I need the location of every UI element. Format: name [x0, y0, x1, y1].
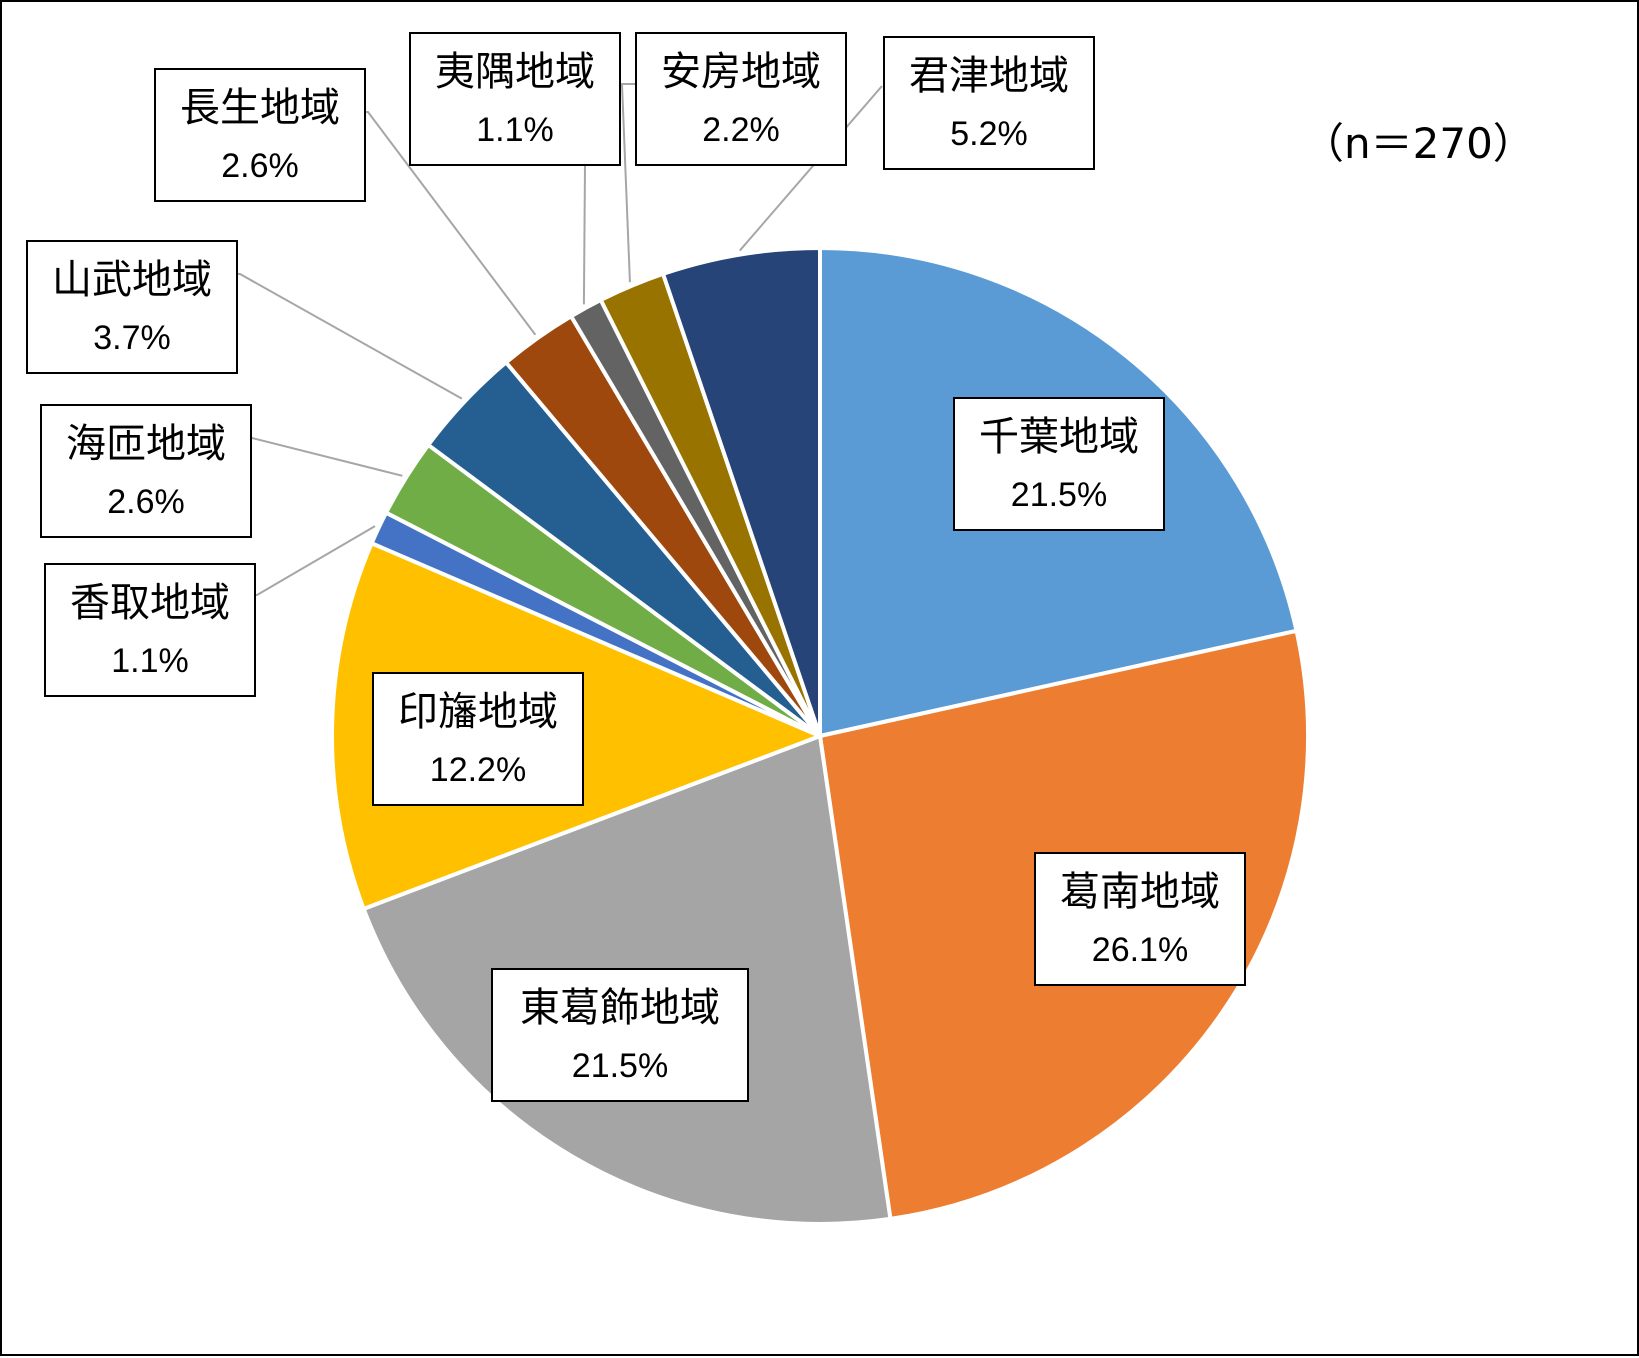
slice-label: 安房地域 2.2%	[635, 32, 847, 166]
slice-label-box	[1034, 852, 1246, 986]
slice-name-label: 千葉地域	[979, 414, 1139, 460]
slice-name-label: 東葛飾地域	[520, 985, 720, 1031]
slice-value-label: 5.2%	[950, 115, 1028, 153]
slice-name-label: 夷隅地域	[435, 49, 595, 95]
slice-value-label: 2.6%	[221, 147, 299, 185]
slice-value-label: 2.6%	[107, 483, 185, 521]
slice-label-box	[635, 32, 847, 166]
slice-label: 葛南地域 26.1%	[1034, 852, 1246, 986]
slice-label: 長生地域 2.6%	[154, 68, 366, 202]
slice-label-box	[26, 240, 238, 374]
slice-label: 山武地域 3.7%	[26, 240, 238, 374]
slice-label-box	[154, 68, 366, 202]
slice-label-box	[372, 672, 584, 806]
slice-name-label: 長生地域	[180, 85, 340, 131]
slice-label: 香取地域 1.1%	[44, 563, 256, 697]
slice-label: 印旛地域 12.2%	[372, 672, 584, 806]
slice-value-label: 2.2%	[702, 111, 780, 149]
slice-label-box	[409, 32, 621, 166]
slice-value-label: 21.5%	[1011, 476, 1107, 514]
slice-value-label: 1.1%	[111, 642, 189, 680]
slice-name-label: 海匝地域	[66, 421, 226, 467]
slice-labels: 千葉地域 21.5% 葛南地域 26.1% 東葛飾地域 21.5% 印旛地域 12.2% 香取地…	[26, 32, 1246, 1102]
slice-label: 君津地域 5.2%	[883, 36, 1095, 170]
slice-name-label: 香取地域	[70, 580, 230, 626]
slice-name-label: 山武地域	[52, 257, 212, 303]
leader-line	[251, 437, 403, 477]
slice-value-label: 21.5%	[572, 1047, 668, 1085]
slice-label: 夷隅地域 1.1%	[409, 32, 621, 166]
slice-label-box	[953, 397, 1165, 531]
slice-value-label: 12.2%	[430, 751, 526, 789]
leader-line	[739, 85, 883, 252]
slice-label-box	[44, 563, 256, 697]
slice-value-label: 3.7%	[93, 319, 171, 357]
slice-name-label: 印旛地域	[398, 689, 558, 735]
slice-value-label: 26.1%	[1092, 931, 1188, 969]
pie-slices	[330, 246, 1310, 1226]
slice-label-box	[491, 968, 749, 1102]
leader-line	[237, 273, 463, 400]
sample-size-note: （n＝270）	[1302, 119, 1535, 168]
slice-label: 千葉地域 21.5%	[953, 397, 1165, 531]
slice-name-label: 安房地域	[661, 49, 821, 95]
leader-line	[582, 164, 620, 305]
slice-label-box	[40, 404, 252, 538]
slice-value-label: 1.1%	[476, 111, 554, 149]
slice-name-label: 君津地域	[909, 53, 1069, 99]
pie-slice	[661, 246, 822, 738]
slice-label-box	[883, 36, 1095, 170]
slice-label: 海匝地域 2.6%	[40, 404, 252, 538]
slice-name-label: 葛南地域	[1060, 869, 1220, 915]
slice-label: 東葛飾地域 21.5%	[491, 968, 749, 1102]
